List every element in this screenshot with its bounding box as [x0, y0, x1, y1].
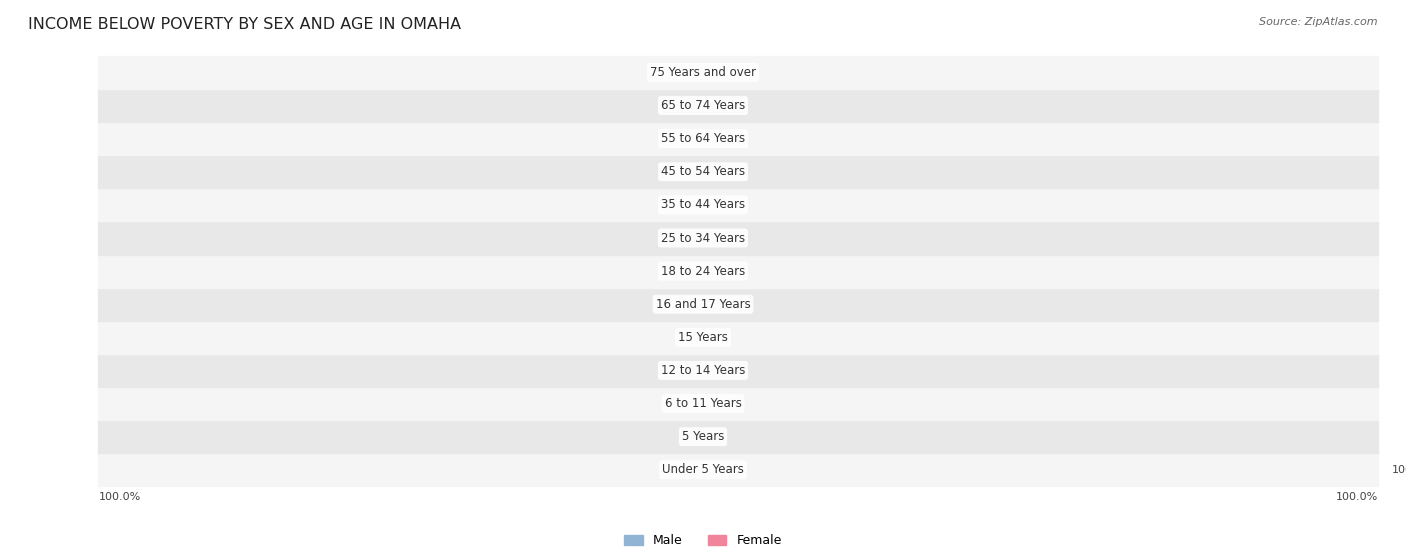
Bar	[595, 427, 605, 446]
Text: INCOME BELOW POVERTY BY SEX AND AGE IN OMAHA: INCOME BELOW POVERTY BY SEX AND AGE IN O…	[28, 17, 461, 32]
Bar	[801, 162, 813, 181]
Text: 25.0%: 25.0%	[960, 68, 995, 78]
Text: 37.5%: 37.5%	[1032, 200, 1067, 210]
Text: 17.7%: 17.7%	[508, 200, 543, 210]
Text: 100.0%: 100.0%	[1336, 492, 1378, 502]
Text: 45 to 54 Years: 45 to 54 Years	[661, 165, 745, 178]
Text: 5 Years: 5 Years	[682, 430, 724, 443]
Text: 15 Years: 15 Years	[678, 331, 728, 344]
Bar	[519, 195, 605, 215]
Text: 0.0%: 0.0%	[591, 299, 619, 309]
Bar	[595, 229, 605, 248]
Text: 33.3%: 33.3%	[1008, 233, 1043, 243]
Text: 18.8%: 18.8%	[924, 134, 959, 144]
Bar	[801, 295, 813, 314]
Bar	[569, 96, 605, 115]
Bar	[122, 394, 605, 413]
Text: 21.4%: 21.4%	[489, 366, 524, 376]
Text: 75 Years and over: 75 Years and over	[650, 66, 756, 79]
Text: 100.0%: 100.0%	[111, 399, 153, 409]
Text: 100.0%: 100.0%	[1392, 465, 1406, 475]
Bar	[801, 328, 813, 347]
Text: 30.8%: 30.8%	[993, 399, 1029, 409]
Legend: Male, Female: Male, Female	[624, 534, 782, 547]
Bar	[595, 460, 605, 480]
Text: 7.4%: 7.4%	[557, 101, 585, 111]
Bar	[801, 361, 838, 380]
Bar	[595, 262, 605, 281]
Text: Under 5 Years: Under 5 Years	[662, 463, 744, 476]
Bar	[801, 229, 993, 248]
Bar	[595, 162, 605, 181]
Bar	[801, 96, 834, 115]
Bar	[364, 63, 605, 82]
Text: 0.0%: 0.0%	[591, 333, 619, 342]
Text: 0.0%: 0.0%	[818, 299, 846, 309]
Text: 12 to 14 Years: 12 to 14 Years	[661, 364, 745, 377]
Text: 0.0%: 0.0%	[818, 432, 846, 442]
Text: 0.0%: 0.0%	[591, 432, 619, 442]
Text: Source: ZipAtlas.com: Source: ZipAtlas.com	[1260, 17, 1378, 27]
Text: 0.0%: 0.0%	[591, 233, 619, 243]
Text: 20.0%: 20.0%	[496, 134, 531, 144]
Bar	[595, 328, 605, 347]
Text: 0.0%: 0.0%	[591, 465, 619, 475]
Text: 0.0%: 0.0%	[818, 266, 846, 276]
Bar	[801, 262, 813, 281]
Text: 55 to 64 Years: 55 to 64 Years	[661, 132, 745, 145]
Bar	[801, 63, 945, 82]
Text: 0.0%: 0.0%	[818, 167, 846, 177]
Bar	[508, 129, 605, 148]
Text: 0.0%: 0.0%	[591, 266, 619, 276]
Text: 65 to 74 Years: 65 to 74 Years	[661, 99, 745, 112]
Bar	[595, 295, 605, 314]
Text: 50.0%: 50.0%	[352, 68, 387, 78]
Text: 6 to 11 Years: 6 to 11 Years	[665, 397, 741, 410]
Text: 6.3%: 6.3%	[852, 366, 880, 376]
Text: 100.0%: 100.0%	[98, 492, 141, 502]
Bar	[801, 129, 910, 148]
Text: 35 to 44 Years: 35 to 44 Years	[661, 198, 745, 211]
Bar	[801, 394, 979, 413]
Text: 16 and 17 Years: 16 and 17 Years	[655, 298, 751, 311]
Bar	[801, 195, 1018, 215]
Bar	[801, 460, 1378, 480]
Text: 0.0%: 0.0%	[818, 333, 846, 342]
Text: 5.6%: 5.6%	[848, 101, 876, 111]
Bar	[801, 427, 813, 446]
Text: 18 to 24 Years: 18 to 24 Years	[661, 264, 745, 278]
Text: 25 to 34 Years: 25 to 34 Years	[661, 231, 745, 244]
Text: 0.0%: 0.0%	[591, 167, 619, 177]
Bar	[502, 361, 605, 380]
